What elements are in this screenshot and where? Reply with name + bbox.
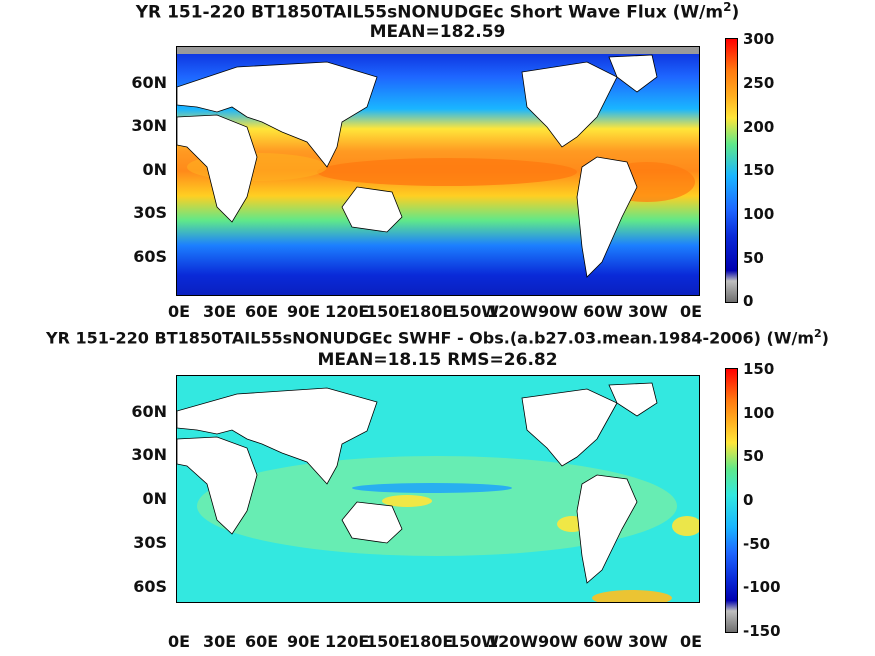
panel2-colorbar-label: 150: [743, 360, 775, 378]
panel2-lon-label: 0E: [680, 632, 703, 651]
panel2-lon-label: 30W: [628, 632, 668, 651]
panel1-lat-label: 30S: [133, 203, 167, 222]
panel1-colorbar-label: 200: [743, 118, 775, 136]
panel1-lon-label: 0E: [680, 302, 703, 321]
panel1-colorbar-label: 150: [743, 161, 775, 179]
panel2-lat-label: 60S: [133, 577, 167, 596]
panel2-lon-label: 60W: [583, 632, 623, 651]
panel1-map-svg: [177, 47, 699, 295]
panel1-mean: MEAN=182.59: [0, 22, 875, 42]
panel1-lon-label: 90W: [538, 302, 578, 321]
panel1-lon-label: 120E: [325, 302, 370, 321]
panel1-lon-label: 150W: [448, 302, 500, 321]
panel2-lat-label: 30S: [133, 533, 167, 552]
panel1-lon-label: 60E: [245, 302, 279, 321]
panel1-mean-text: MEAN=182.59: [369, 22, 506, 42]
panel1-title-close: ): [731, 2, 740, 23]
panel1-lat-label: 60N: [131, 73, 167, 92]
panel1-lon-label: 90E: [287, 302, 321, 321]
panel1-lat-label: 30N: [131, 116, 167, 135]
panel1-lat-label: 0N: [142, 160, 167, 179]
panel2-lat-label: 60N: [131, 402, 167, 421]
panel2-lon-label: 180E: [409, 632, 454, 651]
panel1-colorbar-label: 100: [743, 205, 775, 223]
panel2-lon-label: 60E: [245, 632, 279, 651]
panel1-lon-label: 120W: [487, 302, 539, 321]
panel2-colorbar-label: 100: [743, 404, 775, 422]
panel1-title-text: YR 151-220 BT1850TAIL55sNONUDGEc Short W…: [135, 2, 724, 23]
panel2-stats-text: MEAN=18.15 RMS=26.82: [317, 350, 558, 370]
panel2-colorbar-label: -100: [743, 578, 781, 596]
panel1-colorbar: [725, 38, 738, 303]
panel1-lon-label: 180E: [409, 302, 454, 321]
panel1-lon-label: 30E: [203, 302, 237, 321]
panel2-title-sup: 2: [814, 327, 822, 340]
panel2-lat-label: 30N: [131, 445, 167, 464]
panel2-colorbar-label: -150: [743, 622, 781, 640]
panel2-lon-label: 120W: [487, 632, 539, 651]
panel2-lon-label: 0E: [168, 632, 191, 651]
panel2-continents: [177, 382, 658, 584]
panel2-map-svg: [177, 376, 699, 602]
panel1-continents: [177, 54, 658, 278]
panel1-colorbar-label: 300: [743, 30, 775, 48]
panel1-map: [176, 46, 700, 296]
panel2-colorbar-label: -50: [743, 535, 771, 553]
panel1-colorbar-label: 50: [743, 249, 764, 267]
panel2-lon-label: 120E: [325, 632, 370, 651]
panel2-lon-label: 30E: [203, 632, 237, 651]
panel1-lon-label: 30W: [628, 302, 668, 321]
panel1-lon-label: 60W: [583, 302, 623, 321]
panel1-lon-label: 0E: [168, 302, 191, 321]
panel2-colorbar-label: 50: [743, 447, 764, 465]
panel1-title-sup: 2: [723, 0, 732, 14]
panel2-title-text: YR 151-220 BT1850TAIL55sNONUDGEc SWHF - …: [46, 328, 815, 348]
panel2-title-close: ): [821, 328, 829, 348]
panel2-lon-label: 90W: [538, 632, 578, 651]
panel2-lat-label: 0N: [142, 489, 167, 508]
panel1-lon-label: 150E: [366, 302, 411, 321]
panel2-map: [176, 375, 700, 603]
panel2-lon-label: 150W: [448, 632, 500, 651]
panel2-lon-label: 90E: [287, 632, 321, 651]
panel1-title: YR 151-220 BT1850TAIL55sNONUDGEc Short W…: [0, 0, 875, 23]
panel1-colorbar-label: 0: [743, 292, 754, 310]
panel2-stats: MEAN=18.15 RMS=26.82: [0, 350, 875, 370]
panel2-colorbar: [725, 368, 738, 633]
panel1-lat-label: 60S: [133, 247, 167, 266]
panel2-title: YR 151-220 BT1850TAIL55sNONUDGEc SWHF - …: [0, 327, 875, 347]
panel2-colorbar-label: 0: [743, 491, 754, 509]
panel1-colorbar-label: 250: [743, 74, 775, 92]
panel2-lon-label: 150E: [366, 632, 411, 651]
